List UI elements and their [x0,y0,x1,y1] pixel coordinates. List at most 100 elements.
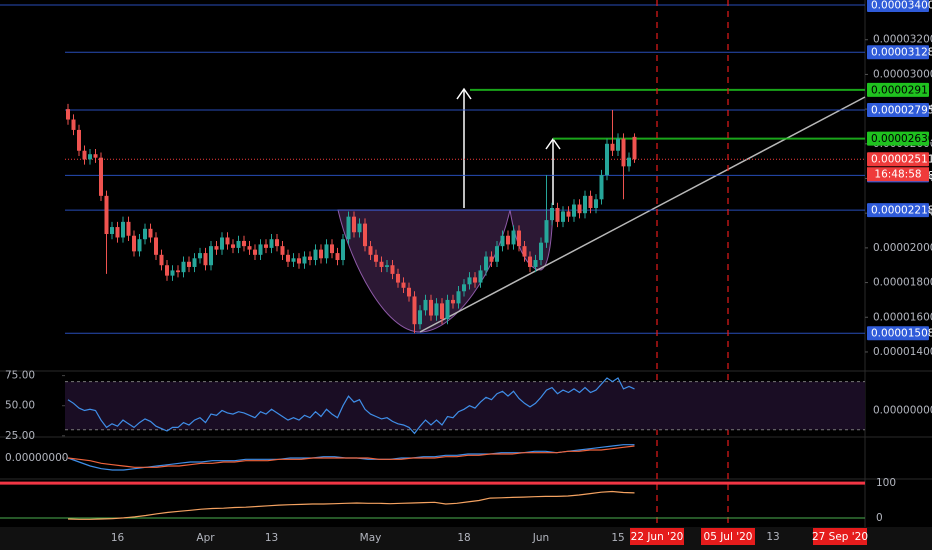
level-label: 0.00002911 [871,84,932,96]
candle-body [165,265,169,276]
level-label: 0.00002218 [871,205,932,217]
candle-body [566,211,571,217]
y-tick-label: 0.00001600 [873,311,932,323]
candle-body [286,254,290,262]
trend-line [419,96,866,333]
candle-body [82,150,87,160]
candle-body [506,235,510,245]
candle-body [462,284,466,292]
level-label-box [867,0,929,13]
candle-body [132,235,136,252]
candle-body [451,299,455,304]
x-tick-label: 15 [611,532,624,544]
x-tick-label: May [360,532,382,544]
date-marker-box [630,528,684,545]
candle-body [583,195,587,214]
level-label-box [867,82,929,97]
date-marker-label: 13 [766,531,779,543]
candle-body [110,227,114,235]
candle-body [203,253,208,266]
date-marker-label: 05 Jul '20 [704,531,753,543]
candle-body [121,221,125,238]
candle-body [170,270,175,276]
candle-body [192,258,197,267]
y-tick-label: 0.00001400 [873,346,932,358]
level-label: 0.00001508 [871,328,932,340]
level-label-box [867,45,929,60]
candle-body [616,138,620,151]
candle-body [445,299,450,320]
candle-body [390,265,395,274]
candle-body [313,249,318,261]
candle-body [544,220,549,243]
x-tick-label: 13 [265,532,278,544]
y-tick-label: 0 [876,512,883,524]
candle-body [473,277,477,283]
candle-body [572,204,576,217]
candle-body [176,270,180,273]
arrow-head [456,87,472,100]
level-label: 0.00002511 [871,154,932,166]
candle-body [143,228,147,240]
candle-body [605,143,609,176]
y-tick-label: 0.00002000 [873,242,932,254]
candle-body [242,240,246,247]
candle-body [385,265,389,267]
candle-body [148,228,153,238]
candle-body [577,204,582,214]
level-label-box [867,102,929,117]
candle-body [621,138,626,167]
candle-body [517,230,521,247]
candle-body [269,239,274,248]
x-tick-label: 18 [457,532,470,544]
level-label: 0.00003400 [871,0,932,12]
y-tick-label: 0.00001800 [873,277,932,289]
level-label-box [867,131,929,146]
candle-body [308,256,312,261]
candle-body [115,227,120,238]
y-tick-label: 75.00 [5,370,35,382]
x-tick-label: 16 [111,532,125,544]
candle-body [434,303,439,316]
candle-body [379,261,384,267]
candle-body [533,260,538,267]
candle-body [423,299,428,311]
candle-body [401,282,406,288]
candle-body [330,244,334,254]
y-tick-label: 0.00003000 [873,68,932,80]
candle-body [341,239,345,261]
candle-body [264,244,268,248]
indicator-line [67,490,635,520]
candle-body [429,299,433,316]
date-marker-label: 27 Sep '20 [812,531,868,543]
countdown-box [867,167,929,182]
candle-body [588,195,593,208]
date-marker-box [813,528,867,545]
candle-body [599,175,604,200]
y-tick-label: 50.00 [5,400,35,412]
candle-body [500,235,505,247]
rsi-band [65,381,865,430]
candle-body [319,249,323,259]
candle-body [495,246,499,262]
right-label: 0.00000000 [873,405,932,417]
candle-body [412,296,417,325]
candle-body [302,256,307,264]
candle-body [275,239,279,247]
candle-body [187,261,191,267]
candle-body [456,291,461,304]
candle-body [489,256,494,262]
candle-body [368,246,373,255]
y-tick-label: 0.00000000 [5,452,68,464]
level-label: 0.00002795 [871,104,932,116]
candle-body [291,258,296,262]
candle-body [550,207,554,221]
candle-body [77,129,81,151]
candle-body [280,246,285,255]
candle-body [209,246,213,266]
candle-body [352,216,356,233]
date-marker-label: 22 Jun '20 [631,531,684,543]
candle-body [478,270,483,283]
candle-body [214,246,219,250]
